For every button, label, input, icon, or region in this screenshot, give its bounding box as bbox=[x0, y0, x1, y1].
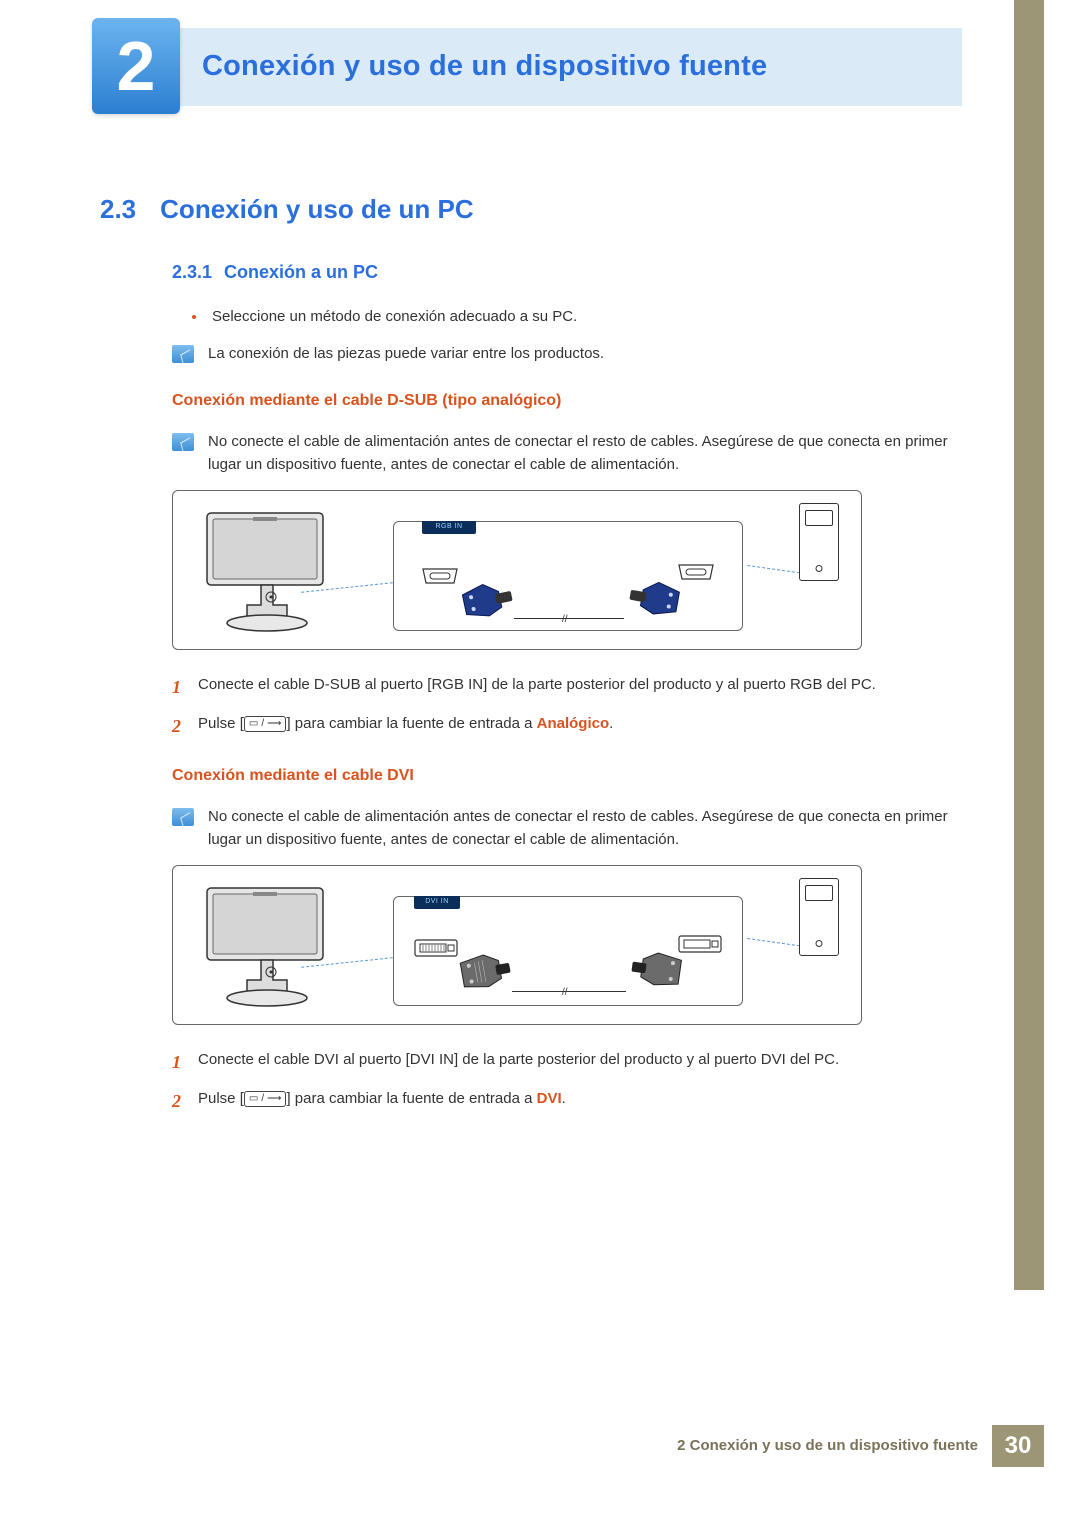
step-text-frag: Pulse [ bbox=[198, 715, 244, 732]
dash-line bbox=[747, 565, 805, 574]
subsection-title: Conexión a un PC bbox=[224, 262, 378, 282]
dsub-diagram: RGB IN bbox=[172, 490, 862, 650]
dvi-warning-text: No conecte el cable de alimentación ante… bbox=[208, 806, 960, 851]
footer-page-number: 30 bbox=[992, 1425, 1044, 1467]
step-item: 2 Pulse [▭/⟶] para cambiar la fuente de … bbox=[172, 1088, 960, 1115]
subsection-heading: 2.3.1 Conexión a un PC bbox=[172, 259, 960, 286]
step-text: Conecte el cable D-SUB al puerto [RGB IN… bbox=[198, 674, 960, 701]
cable-line bbox=[514, 618, 624, 619]
pc-tower-icon bbox=[799, 878, 839, 956]
section-heading: 2.3 Conexión y uso de un PC bbox=[100, 190, 960, 229]
monitor-icon bbox=[199, 880, 339, 1010]
pc-tower-icon bbox=[799, 503, 839, 581]
cable-break-icon: // bbox=[562, 612, 568, 627]
step-item: 2 Pulse [▭/⟶] para cambiar la fuente de … bbox=[172, 713, 960, 740]
note-icon bbox=[172, 345, 194, 363]
chapter-title: Conexión y uso de un dispositivo fuente bbox=[202, 45, 767, 89]
bullet-text: Seleccione un método de conexión adecuad… bbox=[212, 306, 577, 329]
step-text-frag: ] para cambiar la fuente de entrada a bbox=[286, 715, 536, 732]
step-text: Conecte el cable DVI al puerto [DVI IN] … bbox=[198, 1049, 960, 1076]
rgb-in-port-label: RGB IN bbox=[422, 521, 476, 534]
vga-connector-icon bbox=[454, 574, 519, 625]
page-footer: 2 Conexión y uso de un dispositivo fuent… bbox=[677, 1425, 1044, 1467]
step-item: 1 Conecte el cable D-SUB al puerto [RGB … bbox=[172, 674, 960, 701]
section-title: Conexión y uso de un PC bbox=[160, 194, 473, 224]
dvi-connector-icon bbox=[453, 946, 517, 995]
subsection-number: 2.3.1 bbox=[172, 262, 212, 282]
dvi-slot-icon bbox=[414, 939, 458, 965]
bullet-item: Seleccione un método de conexión adecuad… bbox=[192, 306, 960, 329]
dvi-connector-icon bbox=[625, 945, 688, 993]
cable-break-icon: // bbox=[562, 985, 568, 1000]
note-icon bbox=[172, 808, 194, 826]
step-text-frag: Pulse [ bbox=[198, 1090, 244, 1107]
step-number: 1 bbox=[172, 674, 198, 701]
source-mode: Analógico bbox=[537, 715, 610, 732]
step-number: 1 bbox=[172, 1049, 198, 1076]
side-accent-bar bbox=[1014, 0, 1044, 1290]
dvi-in-port-label: DVI IN bbox=[414, 896, 460, 909]
monitor-icon bbox=[199, 505, 339, 635]
dsub-warning-text: No conecte el cable de alimentación ante… bbox=[208, 431, 960, 476]
chapter-number: 2 bbox=[117, 31, 156, 101]
dvi-warning-row: No conecte el cable de alimentación ante… bbox=[172, 806, 960, 851]
chapter-header-bar: Conexión y uso de un dispositivo fuente bbox=[92, 28, 962, 106]
step-text-frag: ] para cambiar la fuente de entrada a bbox=[286, 1090, 536, 1107]
vga-connector-icon bbox=[623, 573, 687, 622]
dsub-warning-row: No conecte el cable de alimentación ante… bbox=[172, 431, 960, 476]
step-number: 2 bbox=[172, 1088, 198, 1115]
note-row: La conexión de las piezas puede variar e… bbox=[172, 343, 960, 366]
chapter-number-badge: 2 bbox=[92, 18, 180, 114]
note-icon bbox=[172, 433, 194, 451]
section-number: 2.3 bbox=[100, 194, 136, 224]
source-button-icon: ▭/⟶ bbox=[244, 716, 287, 732]
dsub-steps: 1 Conecte el cable D-SUB al puerto [RGB … bbox=[172, 674, 960, 740]
dvi-heading: Conexión mediante el cable DVI bbox=[172, 764, 960, 788]
dvi-diagram: DVI IN bbox=[172, 865, 862, 1025]
cable-inset-panel: RGB IN bbox=[393, 521, 743, 631]
dsub-heading: Conexión mediante el cable D-SUB (tipo a… bbox=[172, 389, 960, 413]
cable-line bbox=[512, 991, 626, 992]
step-text-frag: . bbox=[609, 715, 613, 732]
cable-inset-panel: DVI IN bbox=[393, 896, 743, 1006]
vga-slot-icon bbox=[420, 566, 460, 594]
dash-line bbox=[747, 938, 805, 947]
step-text: Pulse [▭/⟶] para cambiar la fuente de en… bbox=[198, 713, 960, 740]
step-text: Pulse [▭/⟶] para cambiar la fuente de en… bbox=[198, 1088, 960, 1115]
step-item: 1 Conecte el cable DVI al puerto [DVI IN… bbox=[172, 1049, 960, 1076]
bullet-dot-icon bbox=[192, 315, 196, 319]
source-mode: DVI bbox=[537, 1090, 562, 1107]
page-content: 2.3 Conexión y uso de un PC 2.3.1 Conexión… bbox=[100, 180, 960, 1127]
step-number: 2 bbox=[172, 713, 198, 740]
step-text-frag: . bbox=[562, 1090, 566, 1107]
note-text: La conexión de las piezas puede variar e… bbox=[208, 343, 960, 366]
dvi-steps: 1 Conecte el cable DVI al puerto [DVI IN… bbox=[172, 1049, 960, 1115]
footer-chapter-label: 2 Conexión y uso de un dispositivo fuent… bbox=[677, 1425, 992, 1467]
source-button-icon: ▭/⟶ bbox=[244, 1091, 287, 1107]
